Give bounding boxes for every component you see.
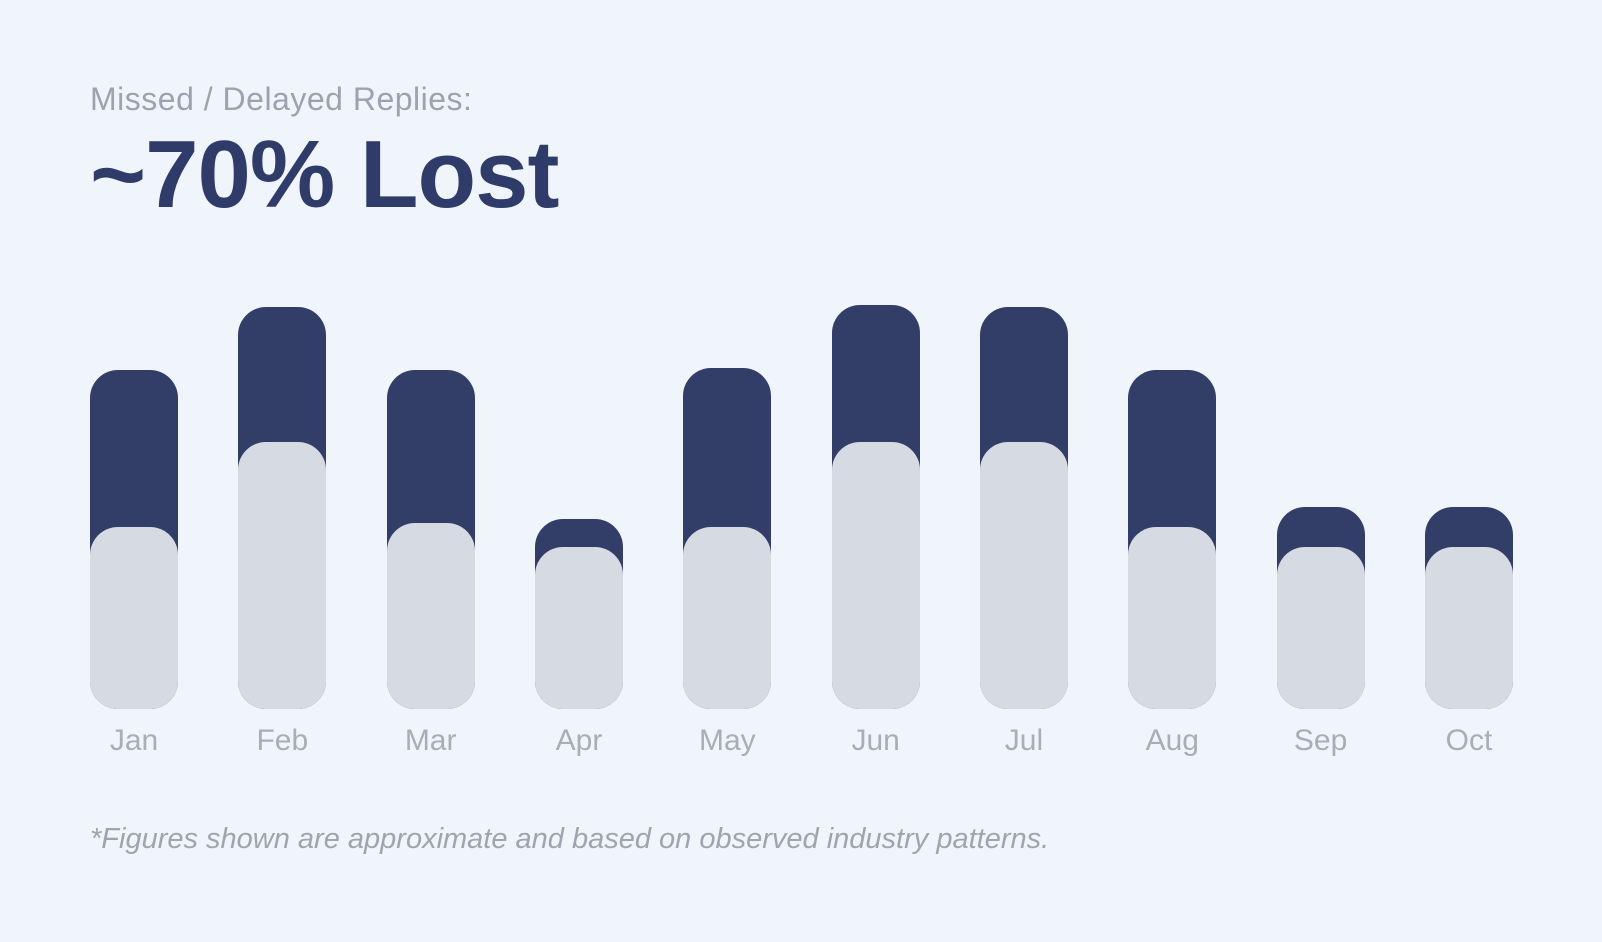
chart-title: ~70% Lost (90, 121, 560, 228)
bar-column-sep: Sep (1276, 305, 1365, 756)
month-label: Jan (109, 724, 159, 757)
month-label: Jun (851, 724, 900, 757)
bar-column-jul: Jul (979, 305, 1068, 756)
month-label: Oct (1445, 724, 1493, 757)
month-label: Aug (1145, 724, 1199, 757)
bar-column-mar: Mar (386, 305, 475, 756)
bar-chart: Jan Feb Mar Apr May Jun Jul Aug Sep Oct (90, 305, 1513, 756)
bar-bottom-segment (1128, 527, 1217, 709)
bar-bottom-segment (90, 527, 178, 709)
bar-bottom-segment (979, 442, 1068, 709)
bar-column-feb: Feb (238, 305, 327, 756)
chart-subtitle: Missed / Delayed Replies: (90, 81, 473, 117)
bar-column-jun: Jun (831, 305, 920, 756)
bar-column-jan: Jan (90, 305, 178, 756)
month-label: Jul (1004, 724, 1044, 757)
bar-bottom-segment (1424, 547, 1513, 709)
bar-bottom-segment (534, 547, 623, 709)
bar-column-apr: Apr (534, 305, 623, 756)
bar-bottom-segment (831, 442, 920, 709)
bar-bottom-segment (238, 442, 327, 709)
bar-column-aug: Aug (1128, 305, 1217, 756)
bar-column-oct: Oct (1424, 305, 1513, 756)
footnote: *Figures shown are approximate and based… (90, 823, 1050, 855)
bar-bottom-segment (1276, 547, 1365, 709)
month-label: May (698, 724, 756, 757)
bar-bottom-segment (683, 527, 772, 709)
bar-bottom-segment (386, 523, 475, 709)
month-label: Apr (555, 724, 603, 757)
month-label: Sep (1293, 724, 1348, 757)
bar-column-may: May (683, 305, 772, 756)
month-label: Feb (256, 724, 309, 757)
month-label: Mar (404, 724, 457, 757)
